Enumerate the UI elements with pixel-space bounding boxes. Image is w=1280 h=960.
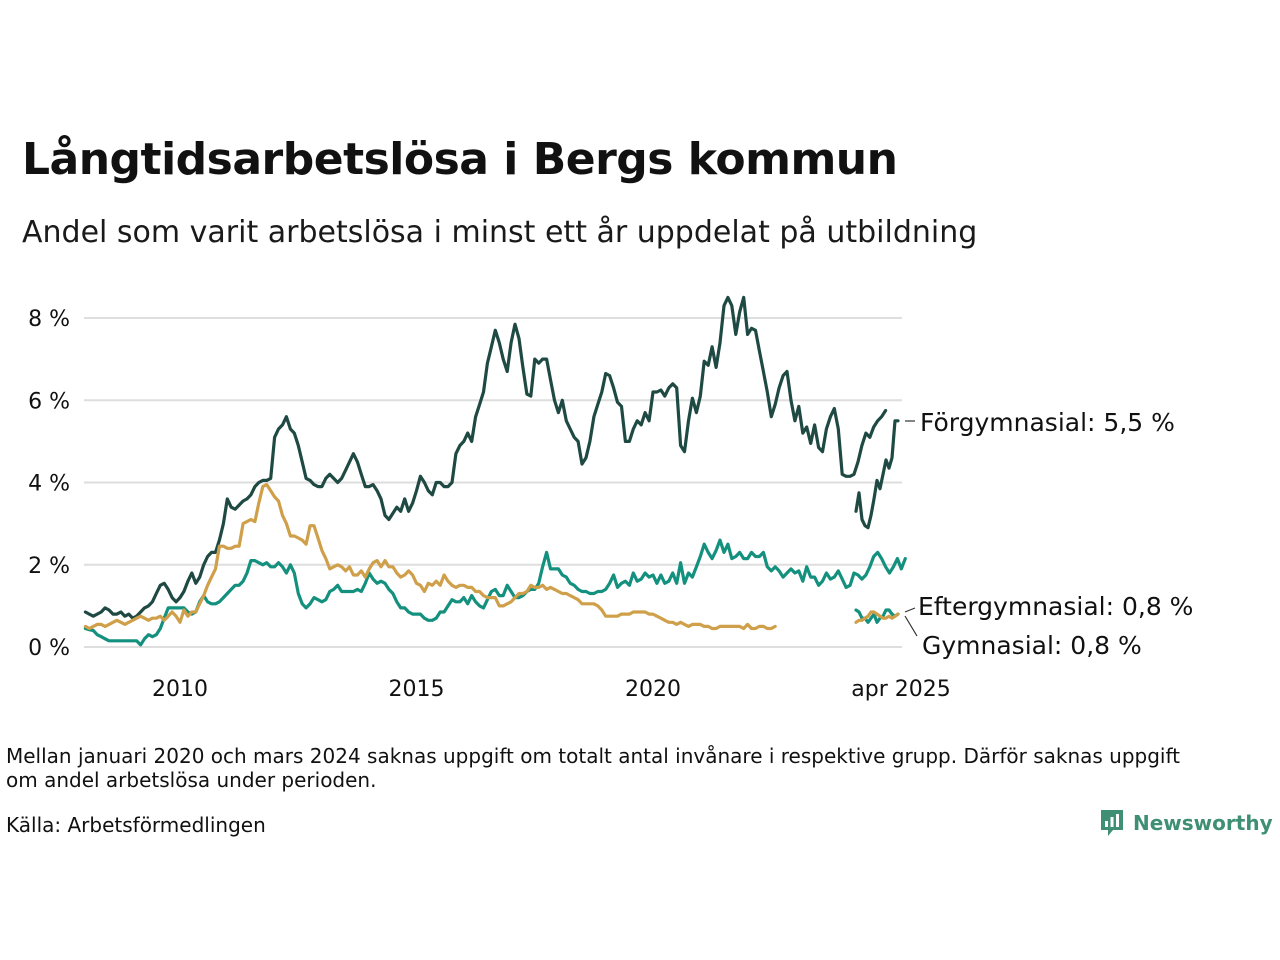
series-line-gymnasial <box>854 610 900 624</box>
series-line-gymnasial <box>83 483 777 631</box>
chart-title: Långtidsarbetslösa i Bergs kommun <box>22 134 898 185</box>
series-line-förgymnasial <box>83 295 888 620</box>
brand-logo[interactable]: Newsworthy <box>1099 808 1273 838</box>
brand-name: Newsworthy <box>1133 811 1273 835</box>
x-tick-label: 2015 <box>389 677 445 702</box>
y-tick-label: 4 % <box>28 472 70 497</box>
series-end-label: Gymnasial: 0,8 % <box>922 631 1142 660</box>
series-end-labels: Förgymnasial: 5,5 % Eftergymnasial: 0,8 %… <box>904 408 1193 660</box>
label-leader-line <box>904 615 918 637</box>
series-line-eftergymnasial <box>83 538 907 647</box>
y-tick-label: 2 % <box>28 554 70 579</box>
x-axis: 2010 2015 2020 apr 2025 <box>152 677 951 702</box>
chart-note: Mellan januari 2020 och mars 2024 saknas… <box>6 744 1181 792</box>
x-tick-label: 2010 <box>152 677 208 702</box>
y-tick-label: 8 % <box>28 307 70 332</box>
y-axis: 0 % 2 % 4 % 6 % 8 % <box>28 307 70 661</box>
label-leader-line <box>904 607 916 613</box>
series-end-label: Förgymnasial: 5,5 % <box>920 408 1175 437</box>
series-end-label: Eftergymnasial: 0,8 % <box>918 592 1193 621</box>
x-tick-label: 2020 <box>625 677 681 702</box>
series-line-förgymnasial <box>854 419 900 530</box>
source-text: Källa: Arbetsförmedlingen <box>6 813 266 837</box>
x-tick-label: apr 2025 <box>851 677 950 702</box>
y-tick-label: 0 % <box>28 636 70 661</box>
series-lines <box>83 295 907 647</box>
y-tick-label: 6 % <box>28 389 70 414</box>
newsworthy-logo-icon <box>1101 810 1123 836</box>
chart-subtitle: Andel som varit arbetslösa i minst ett å… <box>22 215 978 250</box>
